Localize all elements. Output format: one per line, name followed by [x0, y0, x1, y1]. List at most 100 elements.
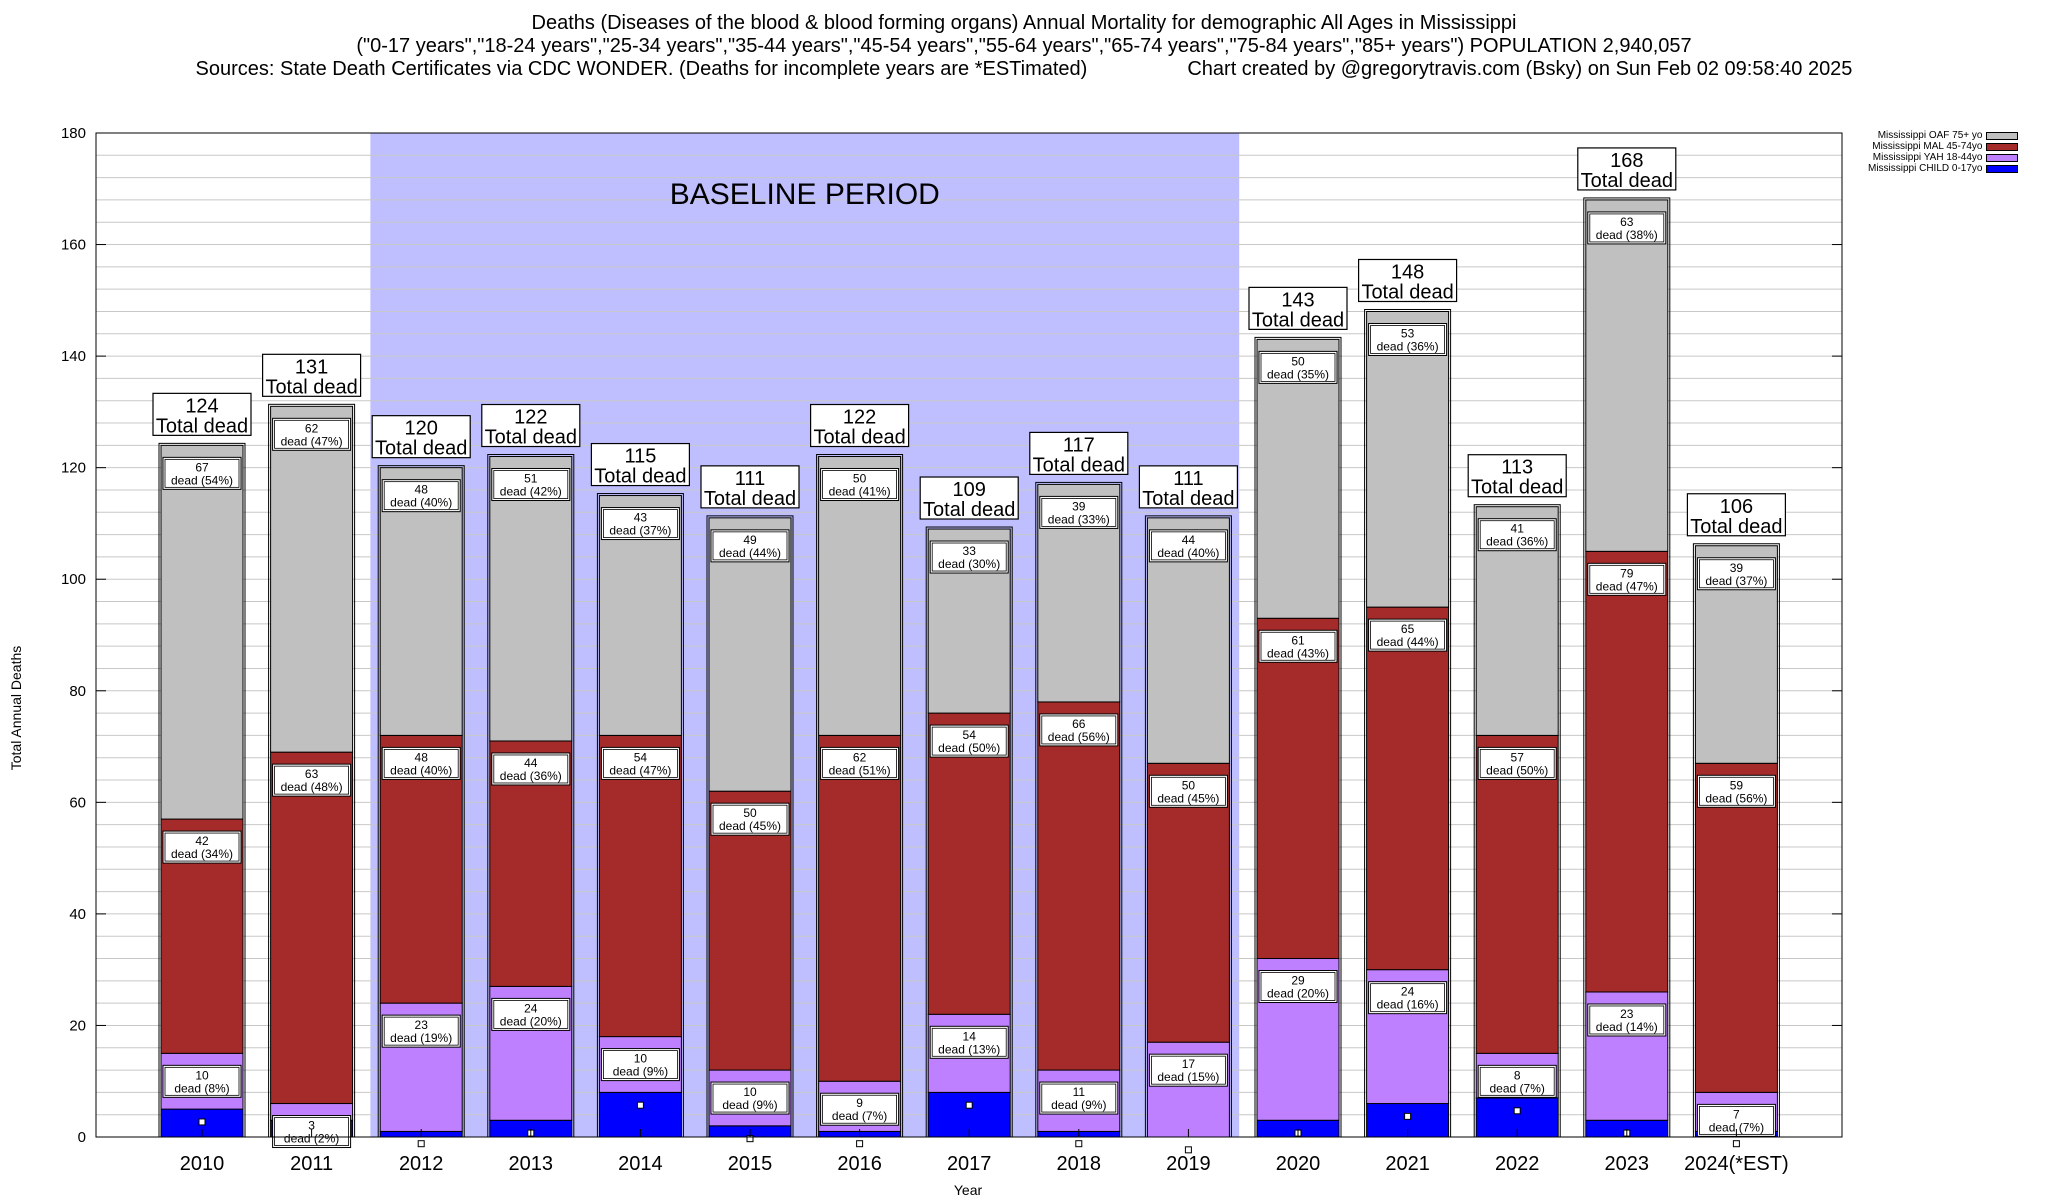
- segment-label-value: 49: [743, 533, 757, 547]
- chart-legend: Mississippi OAF 75+ yo Mississippi MAL 45…: [1868, 130, 2019, 174]
- segment-label-box: [929, 540, 1009, 574]
- segment-label-pct: dead (44%): [1377, 635, 1439, 649]
- segment-label-pct: dead (35%): [1267, 367, 1329, 381]
- segment-label-value: 24: [1401, 985, 1415, 999]
- legend-label: Mississippi CHILD 0-17yo: [1868, 163, 1983, 174]
- segment-label-box-inner: [383, 1016, 459, 1046]
- x-tick-label: 2016: [837, 1153, 882, 1175]
- y-tick-label: 0: [78, 1129, 86, 1146]
- segment-label-box: [1039, 1081, 1119, 1115]
- total-label-box: [1467, 454, 1567, 498]
- segment-label-pct: dead (8%): [174, 1081, 229, 1095]
- segment-label-value: 66: [1072, 717, 1086, 731]
- y-tick-label: 40: [69, 906, 86, 923]
- child-marker: [856, 1140, 864, 1148]
- segment-label-value: 9: [856, 1096, 863, 1110]
- segment-label-box: [162, 456, 242, 490]
- segment-label-box: [820, 746, 900, 780]
- segment-label-box-inner: [383, 481, 459, 511]
- segment-label-value: 67: [195, 460, 209, 474]
- bar-segment: [1585, 199, 1669, 552]
- segment-label-pct: dead (33%): [1048, 512, 1110, 526]
- segment-label-value: 59: [1730, 778, 1744, 792]
- x-tick-label: 2013: [509, 1153, 554, 1175]
- legend-swatch: [1986, 164, 2019, 173]
- x-tick-label: 2015: [728, 1153, 773, 1175]
- total-label-value: 111: [1173, 468, 1203, 490]
- segment-label-value: 63: [305, 767, 319, 781]
- bar-segment: [818, 456, 902, 736]
- segment-label-pct: dead (37%): [609, 524, 671, 538]
- total-label-box: [1686, 493, 1787, 537]
- segment-label-box: [1258, 350, 1338, 384]
- segment-label-pct: dead (40%): [1157, 546, 1219, 560]
- bar-segment: [270, 405, 354, 753]
- total-label-text: Total dead: [594, 466, 686, 488]
- segment-label-box-inner: [164, 458, 240, 488]
- total-label-text: Total dead: [813, 427, 905, 449]
- segment-label-box: [600, 746, 680, 780]
- segment-label-box: [272, 763, 352, 797]
- segment-label-box-inner: [164, 832, 240, 862]
- plot-frame: [95, 132, 1843, 1138]
- segment-label-box-inner: [603, 749, 678, 778]
- segment-label-box: [1039, 713, 1119, 747]
- segment-label-box-inner: [1041, 715, 1117, 745]
- segment-label-box: [1587, 1003, 1667, 1037]
- segment-label-box-inner: [1479, 520, 1555, 550]
- x-tick-label: 2022: [1495, 1153, 1540, 1175]
- segment-label-pct: dead (9%): [1051, 1098, 1106, 1112]
- x-tick-label: 2019: [1166, 1153, 1211, 1175]
- segment-label-pct: dead (9%): [722, 1098, 777, 1112]
- total-label-text: Total dead: [1690, 516, 1782, 538]
- chart-subtitle: ("0-17 years","18-24 years","25-34 years…: [356, 35, 1692, 57]
- segment-label-box-inner: [493, 1000, 569, 1029]
- total-label-text: Total dead: [1252, 309, 1344, 331]
- segment-label-value: 50: [1291, 354, 1305, 368]
- segment-label-box: [820, 1092, 900, 1126]
- child-marker: [636, 1101, 644, 1109]
- segment-label-box-inner: [1589, 213, 1665, 243]
- segment-label-value: 17: [1182, 1057, 1196, 1071]
- bar-segment: [489, 456, 573, 742]
- segment-label-pct: dead (36%): [500, 769, 562, 783]
- segment-label-value: 51: [524, 472, 538, 486]
- segment-label-box-inner: [383, 749, 459, 778]
- segment-label-box-inner: [712, 1083, 788, 1113]
- segment-label-box: [600, 1048, 680, 1082]
- segment-label-value: 14: [963, 1029, 977, 1043]
- total-label-value: 109: [953, 479, 986, 501]
- segment-label-pct: dead (44%): [719, 546, 781, 560]
- segment-label-box-inner: [1370, 325, 1445, 354]
- segment-label-pct: dead (56%): [1048, 730, 1110, 744]
- segment-label-box-inner: [164, 1066, 240, 1096]
- total-label-text: Total dead: [1033, 454, 1125, 476]
- segment-label-pct: dead (7%): [1709, 1120, 1764, 1134]
- segment-label-box-inner: [274, 1117, 350, 1146]
- y-tick-label: 160: [61, 237, 86, 254]
- bar-segment: [1694, 762, 1778, 1093]
- segment-label-box-inner: [493, 470, 569, 499]
- segment-label-box-inner: [1151, 776, 1226, 806]
- segment-label-box-inner: [1260, 352, 1336, 382]
- bar-segment: [1146, 762, 1230, 1043]
- segment-label-box-inner: [1151, 1055, 1226, 1085]
- segment-label-value: 10: [634, 1052, 648, 1066]
- segment-label-value: 10: [195, 1068, 209, 1082]
- segment-label-value: 42: [195, 834, 209, 848]
- child-marker: [1732, 1140, 1740, 1148]
- segment-label-pct: dead (16%): [1377, 998, 1439, 1012]
- segment-label-value: 24: [524, 1001, 538, 1015]
- segment-label-box: [710, 1081, 790, 1115]
- total-label-value: 120: [405, 418, 438, 440]
- segment-label-box: [162, 830, 242, 864]
- segment-label-box-inner: [1041, 1083, 1117, 1113]
- segment-label-box-inner: [712, 531, 788, 561]
- segment-label-box-inner: [603, 509, 678, 538]
- segment-label-value: 62: [853, 750, 867, 764]
- segment-label-box-inner: [603, 1050, 678, 1079]
- total-label-box: [371, 415, 471, 459]
- segment-label-pct: dead (54%): [171, 473, 233, 487]
- total-label-box: [809, 403, 910, 448]
